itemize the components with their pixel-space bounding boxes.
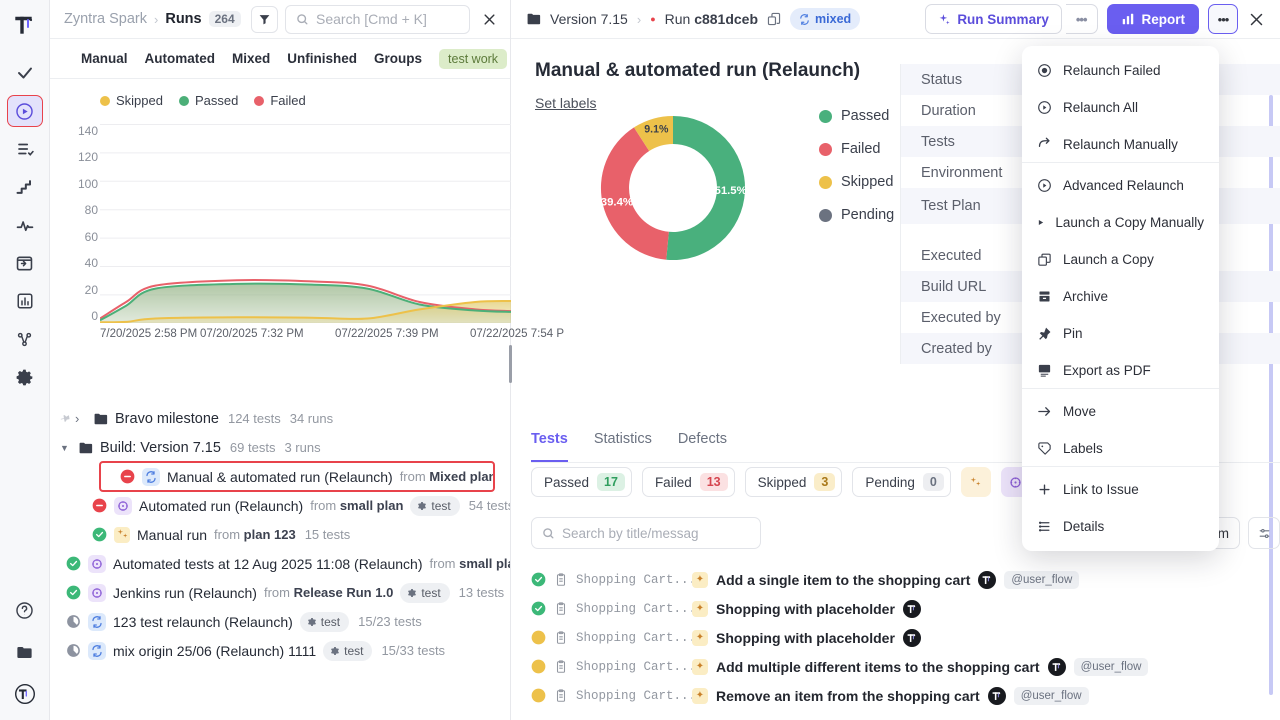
svg-text:9.1%: 9.1%	[644, 124, 669, 136]
svg-text:51.5%: 51.5%	[715, 185, 747, 197]
svg-text:39.4%: 39.4%	[601, 196, 633, 208]
svg-text:PDF: PDF	[1040, 366, 1049, 371]
